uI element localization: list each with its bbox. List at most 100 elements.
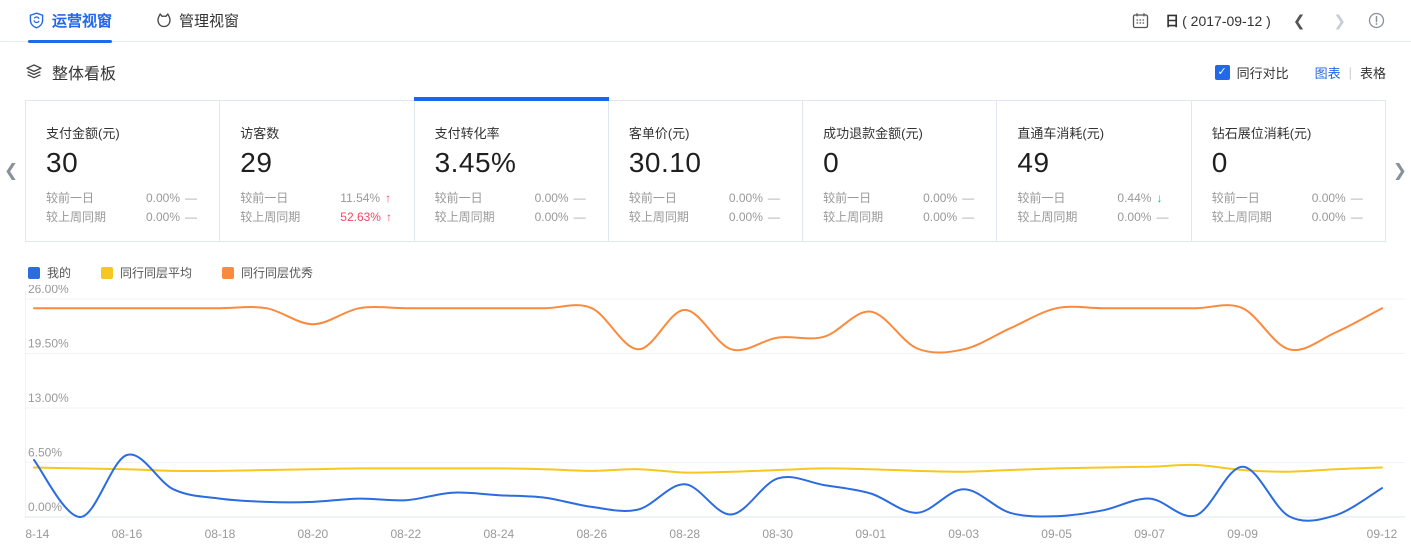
metric-compare-row: 较前一日 0.44% ↓: [1017, 189, 1172, 208]
x-axis-tick-label: 08-28: [669, 527, 700, 541]
compare-label: 较前一日: [434, 191, 483, 205]
x-axis-tick-label: 08-14: [25, 527, 50, 541]
x-axis-tick-label: 08-30: [762, 527, 793, 541]
view-toggle-table[interactable]: 表格: [1359, 65, 1386, 81]
series-line-1: [33, 463, 1383, 474]
tab-management-view[interactable]: 管理视窗: [156, 0, 239, 42]
compare-value: 0.00%: [923, 210, 958, 224]
x-axis-tick-label: 08-18: [205, 527, 236, 541]
metric-card-5[interactable]: 直通车消耗(元) 49 较前一日 0.44% ↓ 较上周同期 0.00% —: [997, 101, 1192, 241]
date-value: ( 2017-09-12 ): [1182, 12, 1271, 29]
x-axis-tick-label: 09-09: [1227, 527, 1258, 541]
compare-label: 较前一日: [46, 191, 95, 205]
shield-icon: [28, 12, 45, 29]
y-axis-tick-label: 6.50%: [28, 446, 62, 460]
metric-card-2[interactable]: 支付转化率 3.45% 较前一日 0.00% — 较上周同期 0.00% —: [413, 97, 610, 241]
metric-card-value: 49: [1017, 147, 1050, 178]
compare-label: 较前一日: [628, 191, 677, 205]
calendar-icon[interactable]: [1132, 12, 1149, 29]
view-toggle-separator: |: [1348, 64, 1352, 80]
metric-card-1[interactable]: 访客数 29 较前一日 11.54% ↑ 较上周同期 52.63% ↑: [220, 101, 415, 241]
no-change-dash-icon: —: [767, 191, 780, 205]
compare-value: 0.00%: [534, 191, 569, 205]
top-navigation-bar: 运营视窗 管理视窗 日( 2017-09-12 ) ❮ ❯: [0, 0, 1411, 43]
metric-card-value: 0: [823, 147, 840, 178]
peer-compare-checkbox[interactable]: ✓: [1214, 64, 1230, 80]
section-title: 整体看板: [52, 66, 117, 83]
compare-label: 较上周同期: [46, 210, 107, 224]
metric-card-3[interactable]: 客单价(元) 30.10 较前一日 0.00% — 较上周同期 0.00% —: [608, 101, 804, 241]
metric-card-6[interactable]: 钻石展位消耗(元) 0 较前一日 0.00% — 较上周同期 0.00% —: [1191, 101, 1385, 241]
trend-line-chart: 0.00% 6.50% 13.00% 19.50% 26.00% 08-14 08-16 08…: [19, 282, 1411, 550]
metric-card-value: 30.10: [628, 147, 702, 178]
no-change-dash-icon: —: [185, 210, 198, 224]
x-axis-tick-label: 09-01: [855, 527, 886, 541]
compare-label: 较上周同期: [1211, 210, 1272, 224]
compare-value: 0.00%: [728, 191, 763, 205]
compare-value: 0.00%: [146, 210, 181, 224]
compare-value: 0.00%: [534, 210, 569, 224]
metric-compare-row: 较前一日 0.00% —: [629, 189, 784, 208]
no-change-dash-icon: —: [962, 210, 975, 224]
alert-info-icon[interactable]: [1368, 12, 1385, 29]
peer-compare-label: 同行对比: [1236, 65, 1289, 81]
compare-label: 较上周同期: [240, 210, 301, 224]
legend-label: 同行同层优秀: [241, 266, 314, 280]
y-axis-tick-label: 19.50%: [28, 337, 69, 351]
cards-scroll-left-icon[interactable]: ❮: [4, 161, 19, 180]
metric-card-value: 3.45%: [434, 147, 517, 178]
legend-label: 我的: [47, 266, 72, 280]
no-change-dash-icon: —: [767, 210, 780, 224]
metric-compare-row: 较上周同期 52.63% ↑: [240, 208, 395, 227]
y-axis-tick-label: 13.00%: [28, 391, 69, 405]
cat-icon: [156, 12, 172, 29]
date-range-selector[interactable]: 日( 2017-09-12 ): [1165, 11, 1271, 31]
legend-swatch: [222, 266, 235, 279]
compare-value: 0.00%: [923, 191, 958, 205]
metric-compare-row: 较上周同期 0.00% —: [1212, 208, 1367, 227]
metric-compare-row: 较前一日 0.00% —: [1212, 189, 1367, 208]
compare-value: 0.00%: [728, 210, 763, 224]
metric-card-4[interactable]: 成功退款金额(元) 0 较前一日 0.00% — 较上周同期 0.00% —: [803, 101, 998, 241]
up-arrow-icon: ↑: [385, 191, 392, 205]
legend-swatch: [28, 266, 40, 279]
next-date-button[interactable]: ❯: [1333, 12, 1346, 30]
no-change-dash-icon: —: [573, 210, 586, 224]
x-axis-tick-label: 08-22: [391, 527, 422, 541]
compare-value: 0.00%: [1117, 210, 1152, 224]
metric-compare-row: 较上周同期 0.00% —: [1017, 208, 1172, 227]
tab-operations-label: 运营视窗: [52, 13, 113, 30]
metric-card-0[interactable]: 支付金额(元) 30 较前一日 0.00% — 较上周同期 0.00% —: [26, 101, 221, 241]
view-toggle-chart[interactable]: 图表: [1314, 65, 1341, 81]
tab-operations-view[interactable]: 运营视窗: [28, 0, 113, 43]
metric-compare-row: 较上周同期 0.00% —: [823, 208, 978, 227]
no-change-dash-icon: —: [962, 191, 975, 205]
legend-swatch: [101, 266, 114, 279]
compare-value: 0.00%: [1311, 191, 1346, 205]
legend-item-1[interactable]: 同行同层平均: [101, 264, 192, 281]
metric-card-value: 0: [1211, 147, 1228, 178]
metric-card-title: 直通车消耗(元): [1017, 126, 1105, 141]
compare-value: 0.00%: [1311, 210, 1346, 224]
legend-item-0[interactable]: 我的: [28, 264, 71, 281]
compare-label: 较前一日: [1017, 191, 1066, 205]
compare-label: 较上周同期: [1017, 210, 1078, 224]
metric-compare-row: 较上周同期 0.00% —: [46, 208, 201, 227]
compare-label: 较前一日: [823, 191, 872, 205]
metric-compare-row: 较上周同期 0.00% —: [629, 208, 784, 227]
line-chart-canvas: 0.00% 6.50% 13.00% 19.50% 26.00% 08-14 08-16 08…: [19, 282, 1405, 541]
x-axis-tick-label: 09-12: [1367, 527, 1398, 541]
cards-scroll-right-icon[interactable]: ❯: [1392, 161, 1407, 180]
metric-card-value: 29: [240, 147, 273, 178]
metric-compare-row: 较前一日 11.54% ↑: [240, 189, 395, 208]
metric-compare-row: 较前一日 0.00% —: [823, 189, 978, 208]
prev-date-button[interactable]: ❮: [1292, 12, 1306, 30]
series-line-2: [33, 304, 1383, 354]
metric-card-title: 支付转化率: [434, 126, 500, 141]
x-axis-tick-label: 08-16: [112, 527, 143, 541]
metric-cards-carousel: ❮ 支付金额(元) 30 较前一日 0.00% — 较上周同期 0.00% — 访客数 29 较前一…: [4, 97, 1407, 242]
compare-value: 0.44%: [1117, 191, 1152, 205]
x-axis-tick-label: 09-05: [1041, 527, 1072, 541]
compare-label: 较前一日: [240, 191, 289, 205]
legend-item-2[interactable]: 同行同层优秀: [222, 264, 313, 281]
